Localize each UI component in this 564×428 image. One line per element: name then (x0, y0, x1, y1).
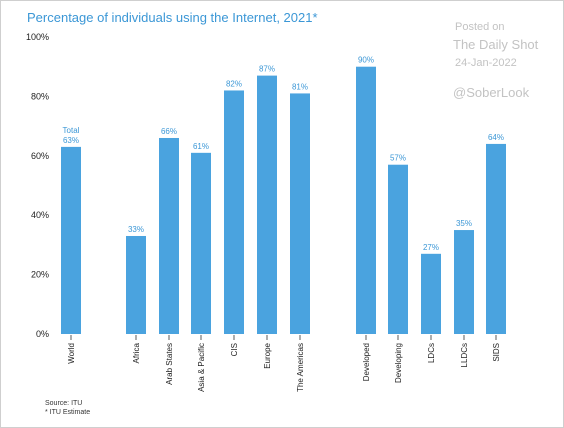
data-label: 64% (488, 133, 504, 142)
data-label: 82% (226, 79, 242, 88)
bar (126, 235, 146, 334)
data-label: 27% (423, 243, 439, 252)
bar (257, 75, 277, 335)
bar (486, 143, 506, 334)
data-label: 66% (161, 127, 177, 136)
x-tick-label: LDCs (427, 343, 436, 363)
x-tick-label: Europe (263, 342, 272, 368)
y-tick-label: 80% (31, 91, 49, 101)
bar (454, 230, 474, 334)
bar (290, 93, 310, 335)
bar (356, 66, 376, 334)
x-tick-label: Asia & Pacific (197, 343, 206, 392)
data-label: 81% (292, 82, 308, 91)
y-tick-label: 0% (36, 329, 49, 339)
bar (61, 146, 81, 334)
data-label: 61% (193, 142, 209, 151)
x-tick-label: World (67, 343, 76, 364)
x-tick-label: SIDS (492, 343, 501, 362)
y-tick-label: 20% (31, 270, 49, 280)
bar (224, 90, 244, 335)
bar (388, 164, 408, 334)
data-label: 63% (63, 136, 79, 145)
data-label: 33% (128, 225, 144, 234)
x-tick-label: Developed (362, 343, 371, 381)
chart-title: Percentage of individuals using the Inte… (27, 10, 318, 25)
watermark-site: The Daily Shot (453, 37, 539, 52)
bar (421, 253, 441, 334)
watermark-handle: @SoberLook (453, 85, 530, 100)
estimate-note: * ITU Estimate (45, 409, 91, 416)
x-tick-label: CIS (230, 343, 239, 356)
data-label: Total (63, 126, 80, 135)
x-tick-label: Arab States (165, 343, 174, 385)
data-label: 35% (456, 219, 472, 228)
data-label: 90% (358, 56, 374, 65)
watermark-date: 24-Jan-2022 (455, 57, 517, 69)
x-tick-label: Africa (132, 342, 141, 363)
y-tick-label: 40% (31, 210, 49, 220)
x-tick-label: Developing (394, 343, 403, 383)
data-label: 57% (390, 154, 406, 163)
y-tick-label: 60% (31, 151, 49, 161)
source-line: Source: ITU (45, 400, 83, 407)
x-tick-label: The Americas (296, 343, 305, 392)
y-tick-label: 100% (26, 32, 49, 42)
source-note: Source: ITU * ITU Estimate (45, 399, 90, 417)
bar (159, 137, 179, 334)
watermark-posted: Posted on (455, 21, 505, 33)
bar (191, 152, 211, 334)
data-label: 87% (259, 65, 275, 74)
x-tick-label: LLDCs (460, 343, 469, 367)
